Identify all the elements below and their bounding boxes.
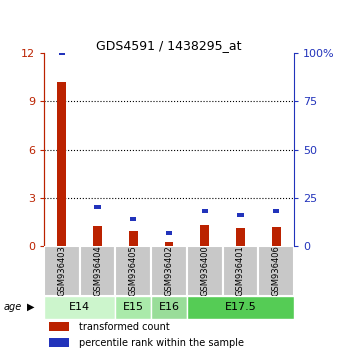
Bar [200,225,209,246]
Bar [258,246,294,296]
Text: GSM936404: GSM936404 [93,245,102,296]
Bar [93,226,102,246]
Text: ▶: ▶ [27,302,34,312]
Bar [80,246,115,296]
Text: GSM936401: GSM936401 [236,245,245,296]
Bar [151,246,187,296]
Text: GSM936403: GSM936403 [57,245,66,296]
Text: E16: E16 [159,302,179,312]
Text: transformed count: transformed count [79,322,170,332]
Text: percentile rank within the sample: percentile rank within the sample [79,338,244,348]
Bar [187,246,223,296]
Bar [223,246,258,296]
Bar [236,228,245,246]
Text: E15: E15 [123,302,144,312]
Bar [59,51,65,55]
Text: E17.5: E17.5 [224,302,256,312]
Bar [151,296,187,319]
Bar [94,205,101,210]
Bar [57,82,66,246]
Bar [49,338,69,347]
Text: age: age [3,302,22,312]
Text: E14: E14 [69,302,90,312]
Bar [115,246,151,296]
Bar [237,213,244,217]
Bar [49,322,69,331]
Bar [165,242,173,246]
Bar [272,227,281,246]
Bar [273,209,279,213]
Text: GSM936406: GSM936406 [272,245,281,296]
Bar [129,231,138,246]
Bar [115,296,151,319]
Text: GSM936405: GSM936405 [129,245,138,296]
Bar [44,246,80,296]
Text: GSM936402: GSM936402 [165,245,173,296]
Title: GDS4591 / 1438295_at: GDS4591 / 1438295_at [96,39,242,52]
Bar [187,296,294,319]
Bar [166,230,172,235]
Bar [201,209,208,213]
Bar [44,296,115,319]
Text: GSM936400: GSM936400 [200,245,209,296]
Bar [130,217,137,221]
